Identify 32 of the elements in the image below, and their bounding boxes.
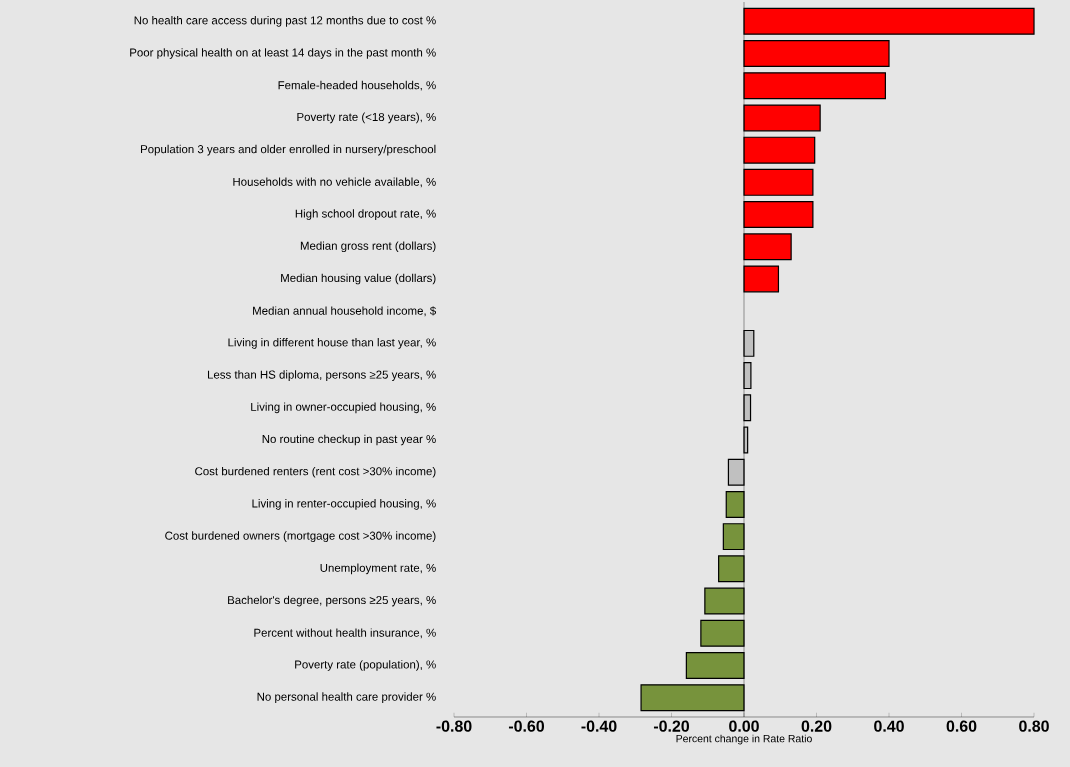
x-tick-label: 0.40 [874, 720, 904, 732]
y-tick-label: Households with no vehicle available, % [233, 177, 436, 188]
x-tick-label: -0.60 [508, 720, 545, 732]
x-axis-title: Percent change in Rate Ratio [676, 734, 812, 745]
y-tick-label: Percent without health insurance, % [254, 628, 436, 639]
x-tick-label: -0.40 [581, 720, 617, 732]
y-tick-label: Median gross rent (dollars) [300, 241, 436, 253]
y-tick-label: Female-headed households, % [278, 80, 436, 91]
y-tick-label: Living in owner-occupied housing, % [251, 402, 436, 414]
y-tick-label: No personal health care provider % [257, 692, 436, 704]
y-tick-label: Cost burdened owners (mortgage cost >30% income) [165, 531, 436, 542]
y-tick-label: Unemployment rate, % [320, 563, 436, 575]
x-tick-label: 0.00 [729, 720, 759, 732]
y-tick-label: Poor physical health on at least 14 days in the past month % [130, 48, 436, 59]
y-tick-label: Median housing value (dollars) [281, 273, 436, 285]
y-tick-label: No routine checkup in past year % [262, 434, 436, 446]
x-tick-label: -0.80 [436, 720, 472, 732]
y-tick-label: Poverty rate (population), % [295, 660, 436, 671]
y-tick-label: Median annual household income, $ [253, 306, 437, 317]
y-tick-label: Poverty rate (<18 years), % [297, 112, 436, 124]
x-tick-label: 0.60 [946, 720, 977, 732]
y-tick-label: Bachelor's degree, persons ≥25 years, % [228, 595, 436, 607]
y-tick-label: High school dropout rate, % [295, 209, 436, 220]
y-tick-label: Living in renter-occupied housing, % [252, 499, 436, 510]
y-tick-label: No health care access during past 12 months due to cost % [134, 15, 436, 27]
y-tick-label: Cost burdened renters (rent cost >30% income) [195, 466, 436, 478]
y-tick-label: Less than HS diploma, persons ≥25 years, % [207, 370, 436, 381]
y-tick-label: Living in different house than last year, % [228, 338, 436, 349]
x-tick-label: 0.20 [801, 720, 832, 732]
x-tick-label: 0.80 [1019, 720, 1049, 732]
y-tick-label: Population 3 years and older enrolled in nursery/preschool [141, 144, 436, 156]
x-tick-label: -0.20 [653, 720, 690, 732]
